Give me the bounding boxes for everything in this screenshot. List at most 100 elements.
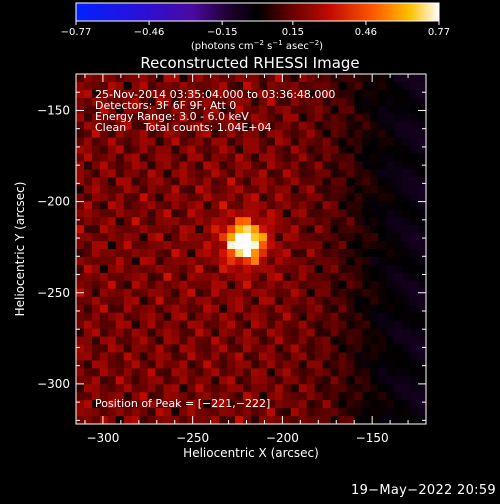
image-pixel xyxy=(298,113,308,123)
image-pixel xyxy=(99,384,109,393)
image-pixel xyxy=(258,272,268,282)
image-pixel xyxy=(243,360,252,369)
image-pixel xyxy=(139,177,148,186)
image-pixel xyxy=(394,264,403,274)
image-pixel xyxy=(195,129,204,139)
image-pixel xyxy=(362,249,371,258)
image-pixel xyxy=(394,81,403,91)
image-pixel xyxy=(378,89,387,99)
image-pixel xyxy=(211,137,220,146)
image-pixel xyxy=(155,217,164,226)
image-pixel xyxy=(91,376,101,385)
image-pixel xyxy=(282,392,292,401)
image-pixel xyxy=(147,113,156,123)
image-pixel xyxy=(410,89,419,99)
image-pixel xyxy=(330,384,339,393)
image-pixel xyxy=(123,161,133,170)
image-pixel xyxy=(266,241,276,250)
image-pixel xyxy=(195,392,204,401)
image-pixel xyxy=(235,376,244,385)
image-pixel xyxy=(235,161,244,170)
image-pixel xyxy=(410,376,419,385)
image-pixel xyxy=(115,81,125,91)
image-pixel xyxy=(274,225,284,234)
image-pixel xyxy=(235,384,244,393)
image-pixel xyxy=(394,320,403,329)
image-pixel xyxy=(91,121,101,131)
image-pixel xyxy=(179,169,188,178)
image-pixel xyxy=(402,328,411,337)
image-pixel xyxy=(370,161,379,170)
image-pixel xyxy=(370,121,379,131)
image-pixel xyxy=(258,376,268,385)
image-pixel xyxy=(99,241,109,250)
image-pixel xyxy=(354,121,363,131)
image-pixel xyxy=(354,209,363,218)
image-pixel xyxy=(203,352,212,361)
image-pixel xyxy=(418,201,427,210)
image-pixel xyxy=(322,272,331,282)
image-pixel xyxy=(330,193,339,202)
image-pixel xyxy=(298,225,308,234)
image-pixel xyxy=(187,272,196,282)
image-pixel xyxy=(99,304,109,314)
image-pixel xyxy=(203,185,212,194)
image-pixel xyxy=(322,177,331,186)
image-pixel xyxy=(346,113,355,123)
image-pixel xyxy=(338,121,347,131)
image-pixel xyxy=(195,81,204,91)
image-pixel xyxy=(91,225,101,234)
image-pixel xyxy=(139,217,148,226)
image-pixel xyxy=(195,185,204,194)
image-pixel xyxy=(346,233,355,242)
image-pixel xyxy=(139,145,148,154)
image-pixel xyxy=(362,145,371,154)
image-pixel xyxy=(243,304,252,314)
image-pixel xyxy=(171,400,180,409)
image-pixel xyxy=(115,185,125,194)
image-pixel xyxy=(418,217,427,226)
image-pixel xyxy=(402,296,411,306)
image-pixel xyxy=(274,320,284,329)
image-pixel xyxy=(91,89,101,99)
image-pixel xyxy=(91,408,101,417)
image-pixel xyxy=(235,233,244,242)
image-pixel xyxy=(258,129,268,139)
image-pixel xyxy=(370,312,379,321)
image-pixel xyxy=(418,145,427,154)
image-pixel xyxy=(179,328,188,337)
image-pixel xyxy=(203,392,212,401)
image-pixel xyxy=(123,217,133,226)
image-pixel xyxy=(163,193,172,202)
image-pixel xyxy=(402,113,411,123)
image-pixel xyxy=(266,81,276,91)
image-pixel xyxy=(394,384,403,393)
image-pixel xyxy=(171,408,180,417)
image-pixel xyxy=(386,288,395,298)
image-pixel xyxy=(298,408,308,417)
image-pixel xyxy=(298,177,308,186)
image-pixel xyxy=(362,233,371,242)
image-pixel xyxy=(179,249,188,258)
image-pixel xyxy=(107,264,117,274)
image-pixel xyxy=(346,320,355,329)
image-pixel xyxy=(251,280,260,290)
image-pixel xyxy=(203,264,212,274)
image-pixel xyxy=(274,74,284,83)
image-pixel xyxy=(187,249,196,258)
image-pixel xyxy=(418,241,427,250)
image-pixel xyxy=(243,153,252,162)
image-pixel xyxy=(402,304,411,314)
image-pixel xyxy=(330,264,339,274)
image-pixel xyxy=(211,145,220,154)
image-pixel xyxy=(83,113,93,123)
image-pixel xyxy=(346,145,355,154)
image-pixel xyxy=(354,312,363,321)
image-pixel xyxy=(346,161,355,170)
image-pixel xyxy=(362,169,371,178)
image-pixel xyxy=(163,169,172,178)
image-pixel xyxy=(386,145,395,154)
image-pixel xyxy=(195,360,204,369)
image-pixel xyxy=(418,185,427,194)
image-pixel xyxy=(179,288,188,298)
